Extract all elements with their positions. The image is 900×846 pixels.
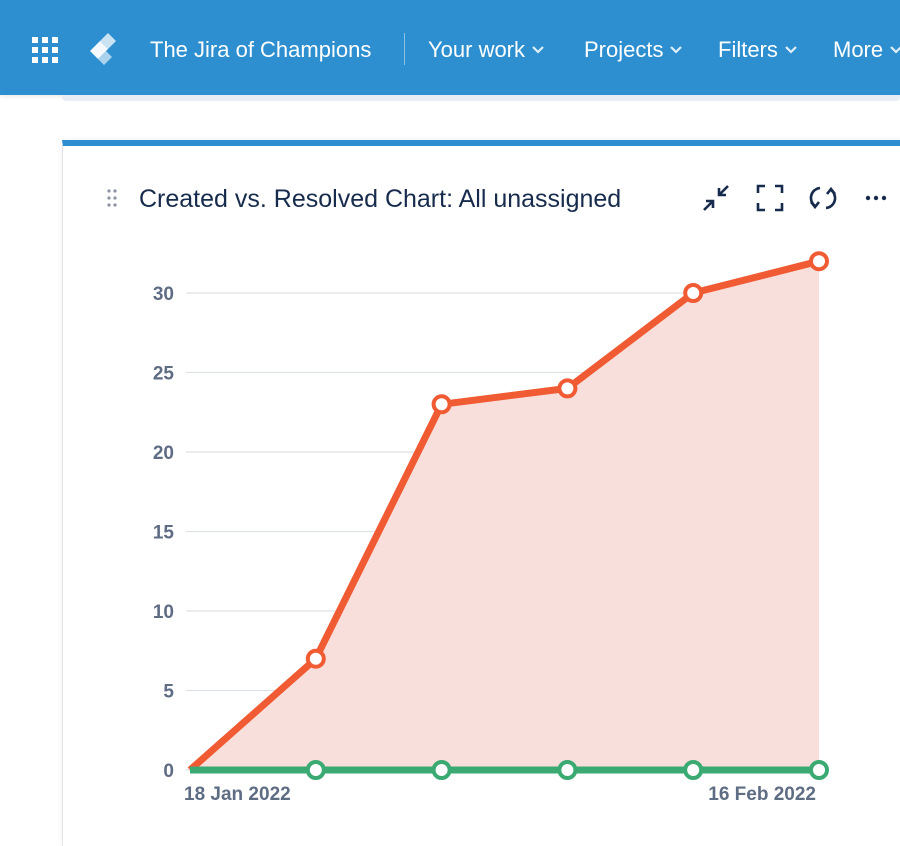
nav-your-work-label: Your work xyxy=(428,37,526,62)
chevron-down-icon xyxy=(890,46,900,54)
apps-grid-icon[interactable] xyxy=(32,37,60,65)
nav-projects[interactable]: Projects xyxy=(584,37,683,63)
gadget-title: Created vs. Resolved Chart: All unassign… xyxy=(139,185,622,213)
jira-logo-icon[interactable] xyxy=(86,33,120,67)
nav-projects-label: Projects xyxy=(584,37,664,62)
nav-divider xyxy=(404,33,405,65)
drag-handle-icon[interactable] xyxy=(106,188,118,208)
fullscreen-button[interactable] xyxy=(752,180,788,216)
minimize-icon xyxy=(703,185,729,211)
dashboard-gadget-card xyxy=(62,140,900,846)
top-navigation-bar: The Jira of Champions Your work Projects… xyxy=(0,0,900,95)
more-icon xyxy=(865,195,887,201)
refresh-icon xyxy=(809,186,837,210)
chevron-down-icon xyxy=(785,46,797,54)
site-title-link[interactable]: The Jira of Champions xyxy=(150,37,372,62)
nav-more[interactable]: More xyxy=(833,37,900,63)
nav-filters[interactable]: Filters xyxy=(718,37,798,63)
refresh-button[interactable] xyxy=(805,180,841,216)
minimize-button[interactable] xyxy=(698,180,734,216)
chevron-down-icon xyxy=(670,46,683,54)
subheader-shadow xyxy=(62,95,900,101)
more-actions-button[interactable] xyxy=(858,180,894,216)
nav-more-label: More xyxy=(833,37,884,62)
fullscreen-icon xyxy=(756,184,784,212)
chevron-down-icon xyxy=(532,46,544,54)
nav-your-work[interactable]: Your work xyxy=(428,37,545,63)
nav-filters-label: Filters xyxy=(718,37,778,62)
